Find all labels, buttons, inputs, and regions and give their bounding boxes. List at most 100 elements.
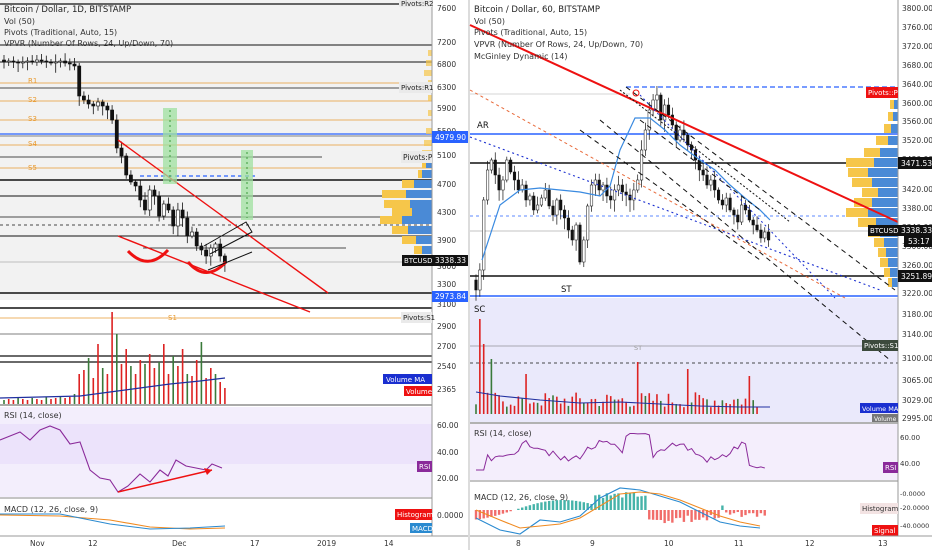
right-volume-bar [717, 405, 720, 414]
right-candle-body [509, 159, 513, 173]
right-candle-body [632, 189, 636, 201]
left-candle-body [16, 61, 21, 64]
right-macd-signal-line [475, 491, 761, 529]
left-candle-body [208, 247, 213, 257]
vpvr-up-bar [402, 236, 416, 244]
right-volume-bar [609, 396, 612, 414]
right-vpvr-up-bar [862, 188, 878, 197]
right-volume-bar [529, 403, 531, 414]
vpvr-down-bar [416, 236, 432, 244]
left-candle-body [34, 59, 39, 63]
left-y-tick: 5900 [437, 104, 456, 113]
right-vpvr-down-bar [884, 238, 898, 247]
right-candle-body [559, 199, 563, 211]
right-vpvr-up-bar [846, 208, 868, 217]
left-macd-pane [0, 500, 432, 536]
right-vpvr-down-bar [868, 168, 898, 177]
right-volume-bar [710, 407, 712, 414]
right-candle-body [593, 179, 597, 186]
right-vpvr-down-bar [888, 136, 898, 145]
vpvr-up-bar [418, 170, 422, 178]
right-vpvr-up-bar [888, 112, 893, 121]
right-y-tick: 2995.00 [902, 414, 932, 423]
vpvr-down-bar [402, 216, 432, 224]
right-y-tick: 3760.00 [902, 23, 932, 32]
left-rsi-line [0, 425, 223, 493]
pivot-p-badge [866, 87, 898, 98]
left-volume-bar [101, 368, 104, 404]
right-macd-hist-bar [582, 502, 585, 510]
right-macd-hist-bar [721, 505, 724, 510]
right-candle-body [636, 179, 640, 191]
right-vpvr-up-bar [854, 198, 872, 207]
level-3471-value: 3471.53 [901, 159, 932, 168]
right-x-label: 10 [664, 539, 674, 548]
right-volume-bar [652, 400, 654, 414]
pivot-s1-text: Pivots:S1 [403, 314, 435, 322]
right-macd-hist-bar [655, 510, 659, 520]
right-macd-tick: -20.0000 [900, 504, 929, 512]
level-label-s1: S1 [168, 314, 177, 322]
right-indicator-mcginley: McGinley Dynamic (14) [474, 52, 567, 61]
right-vpvr-down-bar [893, 112, 898, 121]
right-macd-hist-bar [748, 510, 751, 514]
left-candle-body [119, 147, 124, 157]
main-downtrend-line [469, 24, 899, 223]
left-candle-body [199, 245, 204, 251]
left-y-tick: 4700 [437, 180, 456, 189]
level-label-s5: S5 [28, 164, 37, 172]
left-volume-bar [158, 362, 160, 404]
right-macd-hist-bar [482, 510, 485, 519]
left-candle-body [25, 60, 30, 63]
btcusd-right-label-text: BTCUSD [870, 227, 899, 235]
right-macd-hist-bar [732, 510, 736, 514]
left-volume-bar [111, 312, 113, 404]
right-macd-hist-bar [617, 493, 620, 510]
right-volume-bar [694, 392, 697, 414]
right-macd-hist-bar [517, 508, 520, 510]
left-histogram-text: Histogram [397, 511, 433, 519]
left-candle-body [2, 59, 6, 63]
right-x-label: 11 [734, 539, 744, 548]
left-volume-bar [87, 358, 90, 404]
right-candle-body [640, 149, 644, 181]
vpvr-up-bar [414, 246, 422, 254]
left-y-tick: 2900 [437, 322, 456, 331]
right-candle-body [666, 104, 671, 116]
right-macd-hist-bar [544, 501, 547, 510]
right-candle-body [743, 204, 748, 211]
left-volume-profile [380, 50, 432, 254]
right-volume-bar [544, 393, 547, 414]
left-candle-body [6, 60, 11, 63]
channel-dashed-3 [579, 129, 761, 261]
right-x-label: 8 [516, 539, 521, 548]
right-y-tick: 3600.00 [902, 99, 932, 108]
left-candle-body [124, 155, 129, 176]
right-volume-bar [683, 407, 685, 414]
right-vpvr-up-bar [884, 268, 890, 277]
left-candle-body [82, 95, 86, 101]
vpvr-down-bar [414, 180, 432, 188]
right-candle-body [582, 239, 586, 263]
right-candle-body [512, 171, 517, 181]
left-volume-bar [139, 360, 142, 404]
right-volume-bar [521, 398, 523, 414]
right-candle-body [724, 197, 728, 206]
rsi-divergence-arrow [204, 468, 212, 475]
right-signal-badge [872, 525, 898, 536]
channel-dotted [639, 94, 836, 299]
right-volume-bar [613, 399, 616, 414]
annotation-sc: SC [474, 305, 485, 315]
right-rsi-tick: 40.00 [900, 460, 920, 468]
right-volume-bar [567, 405, 570, 414]
right-volume-bar [490, 359, 493, 414]
right-volume-bar [636, 362, 639, 414]
right-macd-hist-bar [636, 496, 639, 510]
btcusd-right-price-text: 3338.33 [901, 226, 932, 235]
level-3251-value: 3251.89 [901, 272, 932, 281]
left-volume-bar [64, 398, 66, 404]
vpvr-bar [424, 70, 432, 76]
right-macd-hist-bar [613, 493, 616, 510]
left-volume-bar [163, 344, 165, 404]
pivot-r1-tag [399, 82, 432, 93]
